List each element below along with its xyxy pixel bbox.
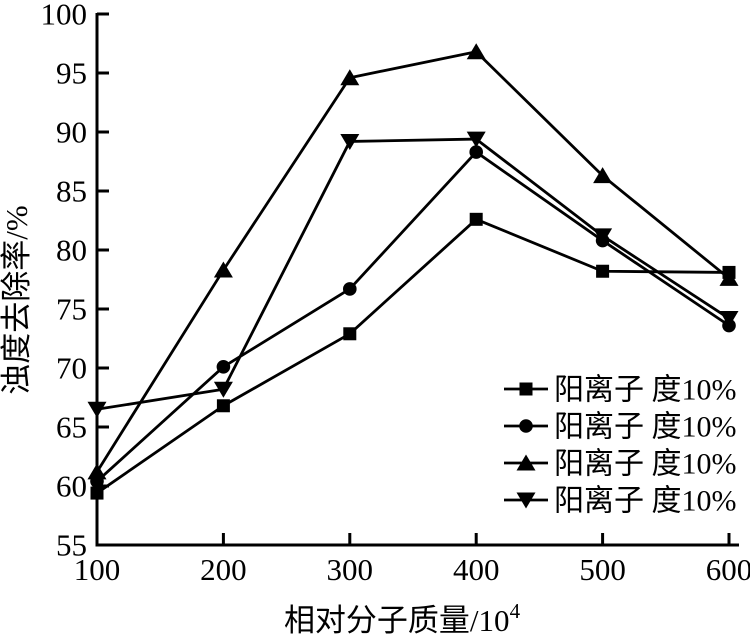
circle-marker [343,282,357,296]
x-axis-tick-label: 100 [74,552,121,587]
series-line-triangle-up [95,50,731,474]
y-axis-tick-label: 65 [56,410,87,445]
square-marker [216,399,230,413]
legend: 阳离子 度10% 阳离子 度10% 阳离子 度10% 阳离子 度10% [504,374,737,518]
triangle-down-marker [719,310,739,327]
legend-item-square: 阳离子 度10% [504,374,737,407]
triangle-up-marker [466,43,486,60]
legend-label: 阳离子 度10% [554,448,737,481]
x-axis-tick-label: 600 [706,552,750,587]
triangle-down-marker [213,381,233,398]
legend-item-circle: 阳离子 度10% [504,411,737,444]
triangle-up-marker [340,69,360,86]
series-line-triangle-down [95,137,731,411]
y-axis-tick-label: 70 [56,351,87,386]
series-markers-triangle-down [87,131,739,418]
y-axis-tick-label: 100 [41,0,88,32]
square-marker [469,212,483,226]
series-markers-square [90,212,736,500]
square-marker [596,264,610,278]
series-line-circle [95,150,731,483]
triangle-down-marker [340,133,360,150]
circle-marker [519,419,533,433]
triangle-down-marker [516,492,536,509]
legend-item-triangle-up: 阳离子 度10% [504,448,737,481]
y-axis-tick-label: 55 [56,528,87,563]
square-marker [90,486,104,500]
y-axis-tick-label: 95 [56,56,87,91]
y-axis-tick-label: 90 [56,115,87,150]
legend-label: 阳离子 度10% [554,374,737,407]
y-axis-title: 浊度去除率/% [0,205,34,394]
legend-label: 阳离子 度10% [554,411,737,444]
triangle-down-marker [466,131,486,148]
y-axis-tick-label: 75 [56,292,87,327]
x-axis-tick-label: 300 [327,552,374,587]
triangle-up-marker [213,261,233,278]
circle-marker [216,360,231,374]
triangle-up-marker [87,463,107,480]
square-marker [722,265,736,279]
series-markers-triangle-up [87,43,739,480]
square-marker [519,382,533,396]
triangle-up-marker [516,454,536,471]
x-axis-tick-label: 500 [579,552,626,587]
circle-marker [469,145,484,159]
x-axis-title: 相对分子质量/104 [284,599,521,638]
legend-label: 阳离子 度10% [554,485,737,518]
x-axis-tick-label: 400 [453,552,500,587]
y-axis-tick-label: 80 [56,233,87,268]
legend-item-triangle-down: 阳离子 度10% [504,485,737,518]
triangle-up-marker [593,167,613,184]
triangle-down-marker [593,228,613,245]
x-axis-tick-label: 200 [200,552,247,587]
series-line-square [95,217,731,495]
y-axis-tick-label: 85 [56,174,87,209]
triangle-down-marker [87,401,107,418]
square-marker [343,327,357,341]
y-axis-tick-label: 60 [56,469,87,504]
